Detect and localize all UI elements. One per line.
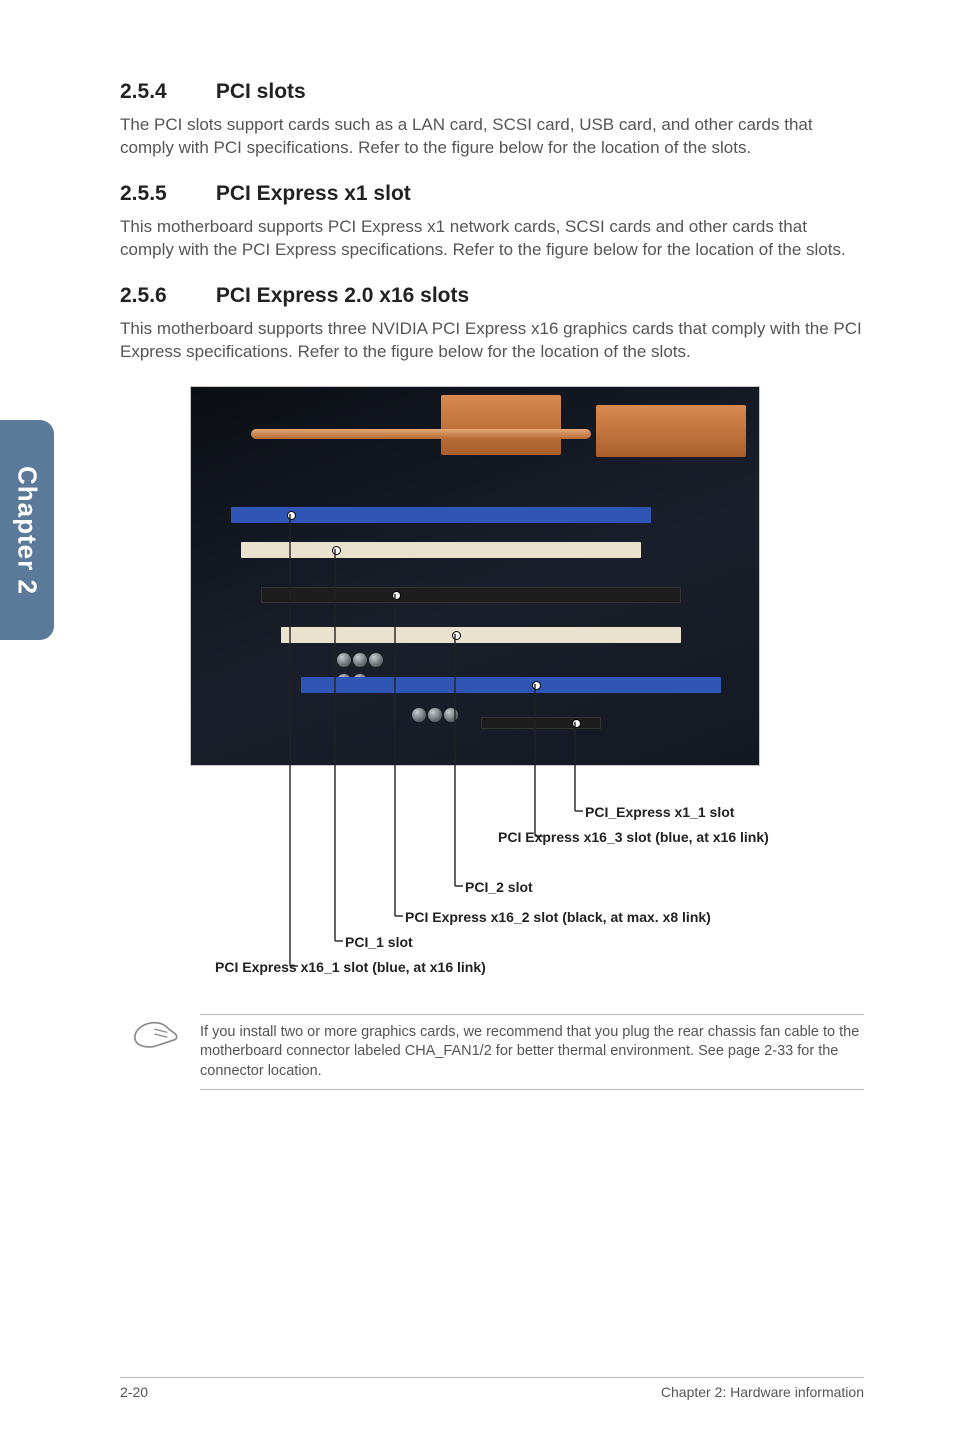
hand-note-icon <box>130 1014 182 1059</box>
body-2-5-4: The PCI slots support cards such as a LA… <box>120 114 864 160</box>
label-pci-1: PCI_1 slot <box>345 934 413 950</box>
footer-chapter-label: Chapter 2: Hardware information <box>661 1384 864 1400</box>
motherboard-figure: PCI_Express x1_1 slot PCI Express x16_3 … <box>160 386 880 986</box>
section-2-5-5: 2.5.5 PCI Express x1 slot This motherboa… <box>120 182 864 262</box>
note-text: If you install two or more graphics card… <box>200 1014 864 1091</box>
heading-2-5-6: 2.5.6 PCI Express 2.0 x16 slots <box>120 284 864 308</box>
label-pcie-x16-2: PCI Express x16_2 slot (black, at max. x… <box>405 909 711 925</box>
label-pci-2: PCI_2 slot <box>465 879 533 895</box>
label-pcie-x16-3: PCI Express x16_3 slot (blue, at x16 lin… <box>498 829 769 845</box>
heading-title: PCI Express x1 slot <box>216 182 411 205</box>
heading-2-5-4: 2.5.4 PCI slots <box>120 80 864 104</box>
chapter-side-tab: Chapter 2 <box>0 420 54 640</box>
page-root: Chapter 2 2.5.4 PCI slots The PCI slots … <box>0 0 954 1438</box>
section-2-5-6: 2.5.6 PCI Express 2.0 x16 slots This mot… <box>120 284 864 364</box>
note-block: If you install two or more graphics card… <box>120 1014 864 1091</box>
section-2-5-4: 2.5.4 PCI slots The PCI slots support ca… <box>120 80 864 160</box>
page-footer: 2-20 Chapter 2: Hardware information <box>120 1377 864 1400</box>
footer-page-number: 2-20 <box>120 1384 148 1400</box>
heading-num: 2.5.5 <box>120 182 210 206</box>
body-2-5-6: This motherboard supports three NVIDIA P… <box>120 318 864 364</box>
callout-area: PCI_Express x1_1 slot PCI Express x16_3 … <box>190 766 910 986</box>
heading-title: PCI Express 2.0 x16 slots <box>216 284 469 307</box>
heading-title: PCI slots <box>216 80 306 103</box>
heading-num: 2.5.4 <box>120 80 210 104</box>
label-pcie-x1-1: PCI_Express x1_1 slot <box>585 804 734 820</box>
heading-num: 2.5.6 <box>120 284 210 308</box>
chapter-side-tab-label: Chapter 2 <box>12 466 43 595</box>
label-pcie-x16-1: PCI Express x16_1 slot (blue, at x16 lin… <box>215 959 486 975</box>
heading-2-5-5: 2.5.5 PCI Express x1 slot <box>120 182 864 206</box>
leader-lines-svg <box>190 386 910 986</box>
body-2-5-5: This motherboard supports PCI Express x1… <box>120 216 864 262</box>
